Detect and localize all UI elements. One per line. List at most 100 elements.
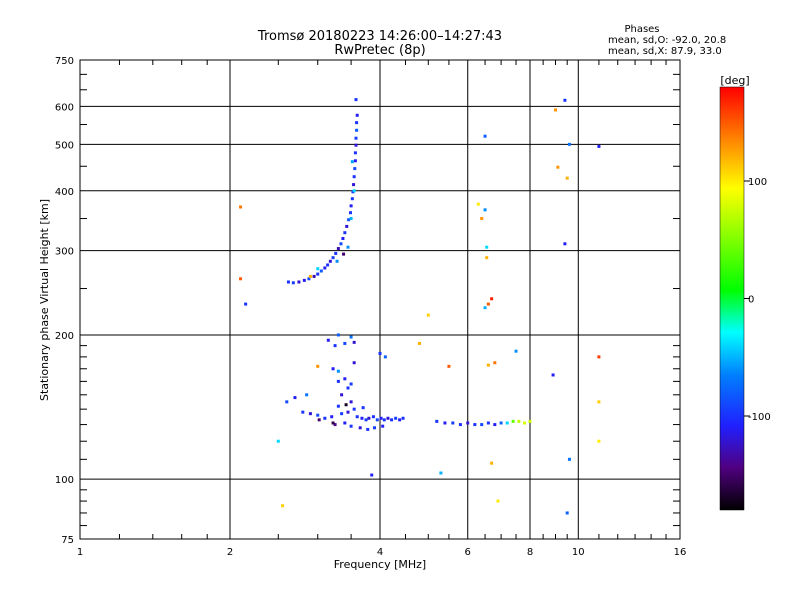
data-point	[244, 302, 248, 306]
data-point	[355, 121, 359, 125]
data-point	[302, 278, 306, 282]
data-point	[486, 302, 490, 306]
data-point	[352, 340, 356, 344]
data-point	[341, 236, 345, 240]
data-point	[383, 355, 387, 359]
data-point	[319, 269, 323, 273]
data-point	[361, 406, 365, 410]
y-tick-label: 200	[55, 331, 74, 342]
y-tick-label: 500	[55, 140, 74, 151]
data-point	[597, 355, 601, 359]
data-point	[345, 224, 349, 228]
data-point	[375, 418, 379, 422]
data-point	[476, 202, 480, 206]
y-tick-label: 300	[55, 247, 74, 258]
data-point	[597, 439, 601, 443]
data-point	[316, 413, 320, 417]
data-point	[394, 416, 398, 420]
data-point	[373, 426, 377, 430]
phases-heading: Phases	[624, 24, 659, 35]
data-point	[333, 423, 337, 427]
data-point	[316, 267, 320, 271]
data-point	[323, 416, 327, 420]
data-point	[285, 400, 289, 404]
phases-o-stats: mean, sd,O: -92.0, 20.8	[608, 35, 726, 46]
data-point	[378, 351, 382, 355]
data-point	[286, 280, 290, 284]
data-point	[328, 259, 332, 263]
data-point	[334, 251, 338, 255]
data-point	[485, 256, 489, 260]
data-point	[565, 511, 569, 515]
data-point	[511, 419, 515, 423]
data-point	[597, 400, 601, 404]
data-point	[343, 341, 347, 345]
data-point	[355, 113, 359, 117]
data-point	[371, 415, 375, 419]
data-point	[349, 217, 353, 221]
data-point	[339, 242, 343, 246]
data-point	[366, 427, 370, 431]
data-point	[343, 231, 347, 235]
data-point	[301, 410, 305, 414]
data-point	[350, 160, 354, 164]
data-point	[340, 393, 344, 397]
data-point	[458, 423, 462, 427]
data-point	[331, 421, 335, 425]
data-point	[483, 208, 487, 212]
data-point	[480, 217, 484, 221]
data-point	[316, 364, 320, 368]
data-point	[401, 416, 405, 420]
chart-title: Tromsø 20180223 14:26:00–14:27:43	[257, 29, 502, 44]
data-point	[360, 416, 364, 420]
data-point	[354, 136, 358, 140]
data-point	[451, 421, 455, 425]
data-point	[346, 386, 350, 390]
data-point	[379, 416, 383, 420]
data-point	[349, 400, 353, 404]
data-point	[353, 151, 357, 155]
x-axis-label: Frequency [MHz]	[334, 558, 426, 571]
x-tick-label: 4	[377, 547, 383, 558]
data-point	[563, 242, 567, 246]
data-point	[312, 274, 316, 278]
colorbar-tick-label: 0	[748, 295, 754, 306]
data-point	[330, 415, 334, 419]
data-point	[435, 419, 439, 423]
data-point	[326, 263, 330, 267]
data-point	[493, 423, 497, 427]
data-point	[353, 167, 357, 171]
data-point	[563, 98, 567, 102]
data-point	[370, 473, 374, 477]
y-tick-label: 400	[55, 187, 74, 198]
data-point	[331, 367, 335, 371]
data-point	[523, 421, 527, 425]
data-point	[466, 421, 470, 425]
data-point	[239, 277, 243, 281]
data-point	[517, 419, 521, 423]
data-point	[348, 211, 352, 215]
data-point	[528, 419, 532, 423]
data-point	[340, 412, 344, 416]
data-point	[349, 382, 353, 386]
data-point	[553, 108, 557, 112]
data-point	[426, 313, 430, 317]
data-point	[367, 416, 371, 420]
data-point	[354, 98, 358, 102]
colorbar-label: [deg]	[720, 74, 749, 87]
data-point	[486, 363, 490, 367]
data-point	[352, 361, 356, 365]
data-point	[443, 421, 447, 425]
data-point	[349, 204, 353, 208]
data-point	[239, 205, 243, 209]
data-point	[308, 412, 312, 416]
data-point	[305, 393, 309, 397]
data-point	[336, 369, 340, 373]
data-point	[364, 418, 368, 422]
data-point	[346, 410, 350, 414]
data-point	[556, 165, 560, 169]
data-point	[316, 272, 320, 276]
y-tick-label: 750	[55, 56, 74, 67]
data-point	[485, 245, 489, 249]
